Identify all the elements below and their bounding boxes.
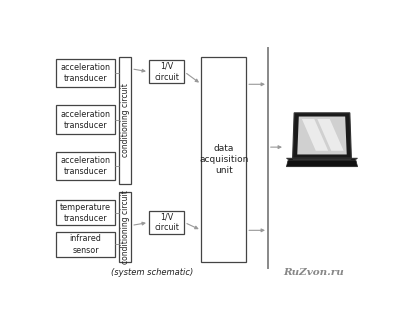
Bar: [149, 211, 184, 234]
Polygon shape: [292, 159, 352, 162]
Text: temperature
transducer: temperature transducer: [60, 203, 111, 223]
Text: acceleration
transducer: acceleration transducer: [60, 63, 111, 83]
Polygon shape: [286, 161, 358, 167]
Text: RuZvon.ru: RuZvon.ru: [283, 268, 344, 277]
Text: conditioning circuit: conditioning circuit: [121, 83, 130, 157]
Bar: [56, 232, 115, 257]
Text: 1/V
circuit: 1/V circuit: [154, 62, 179, 82]
Bar: [149, 60, 184, 83]
Polygon shape: [292, 113, 352, 158]
Bar: [119, 57, 131, 184]
Bar: [56, 152, 115, 180]
Polygon shape: [286, 158, 358, 161]
Bar: [56, 106, 115, 134]
Text: acceleration
transducer: acceleration transducer: [60, 109, 111, 130]
Polygon shape: [317, 119, 344, 151]
Text: 1/V
circuit: 1/V circuit: [154, 212, 179, 232]
Bar: [201, 57, 246, 262]
Bar: [56, 59, 115, 87]
Text: conditioning circuit: conditioning circuit: [121, 190, 130, 264]
Text: (system schematic): (system schematic): [111, 268, 193, 277]
Text: infrared
sensor: infrared sensor: [69, 234, 101, 254]
Polygon shape: [302, 119, 328, 151]
Text: data
acquisition
unit: data acquisition unit: [199, 144, 249, 175]
Polygon shape: [297, 116, 347, 155]
Bar: [56, 200, 115, 225]
Bar: [119, 192, 131, 262]
Text: acceleration
transducer: acceleration transducer: [60, 156, 111, 176]
